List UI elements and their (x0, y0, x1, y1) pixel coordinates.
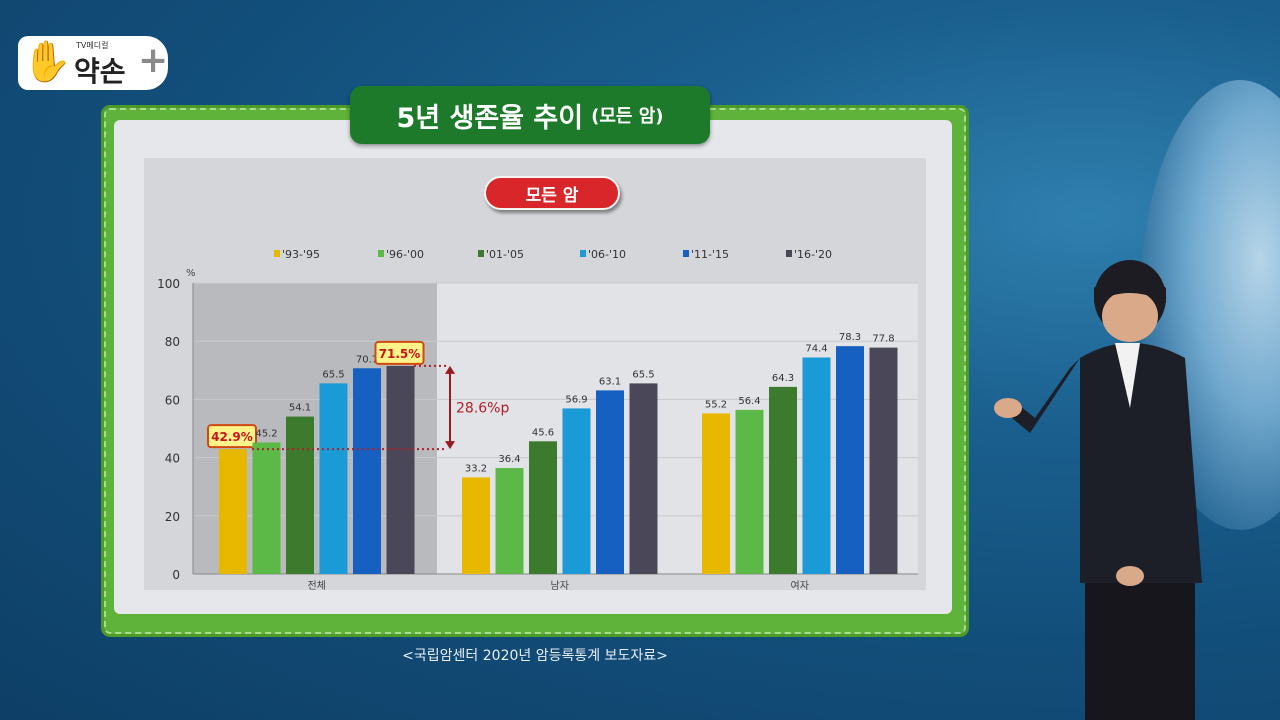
bar (386, 365, 415, 574)
data-label: 70.7 (356, 354, 378, 365)
data-label: 33.2 (465, 463, 487, 474)
bar (802, 357, 831, 574)
bar (596, 390, 624, 574)
data-label: 45.2 (255, 428, 277, 439)
page-title: 5년 생존율 추이 (모든 암) (350, 86, 710, 144)
legend-swatch (378, 250, 384, 257)
data-label: 65.5 (632, 369, 654, 380)
bar (529, 441, 557, 574)
legend-label: '06-'10 (588, 248, 626, 261)
legend-label: '96-'00 (386, 248, 424, 261)
data-label: 56.4 (738, 396, 760, 407)
bar (495, 468, 524, 574)
difference-annotation: 28.6%p (456, 401, 509, 417)
data-label: 56.9 (565, 394, 587, 405)
y-axis-unit: % (186, 268, 196, 279)
legend-label: '93-'95 (282, 248, 320, 261)
highlight-label-box (374, 340, 425, 365)
bar (735, 409, 764, 574)
y-tick-label: 0 (172, 568, 180, 582)
plus-icon: + (138, 40, 169, 81)
bar (353, 368, 381, 574)
y-tick-label: 20 (165, 510, 180, 524)
data-label: 45.6 (532, 427, 554, 438)
bar (702, 413, 730, 574)
presenter (994, 260, 1202, 720)
legend-label: '16-'20 (794, 248, 832, 261)
x-category-label: 남자 (551, 580, 569, 592)
bar (836, 346, 864, 574)
data-label: 36.4 (498, 454, 520, 465)
data-label: 77.8 (872, 334, 894, 345)
logo-small-text: TV메디컬 (76, 41, 109, 50)
bar (629, 383, 658, 574)
highlight-label-box (207, 424, 257, 449)
legend-swatch (580, 250, 586, 257)
data-label: 64.3 (772, 373, 794, 384)
bar (769, 386, 797, 574)
highlight-data-label: 71.5% (379, 347, 421, 361)
bar (319, 383, 348, 574)
data-label: 78.3 (839, 332, 861, 343)
data-label: 74.4 (805, 343, 827, 354)
y-tick-label: 100 (157, 277, 180, 291)
data-label: 54.1 (289, 403, 311, 414)
bar (219, 449, 247, 574)
data-label: 55.2 (705, 399, 727, 410)
x-category-label: 전체 (308, 580, 326, 592)
category-badge: 모든 암 (484, 176, 620, 210)
data-label: 65.5 (322, 369, 344, 380)
bar (252, 442, 281, 574)
x-category-label: 여자 (791, 580, 809, 592)
legend-label: '01-'05 (486, 248, 524, 261)
logo-brand-text: 약손 (74, 55, 126, 88)
y-tick-label: 80 (165, 335, 180, 349)
bar (286, 416, 314, 574)
y-tick-label: 60 (165, 393, 180, 407)
highlight-data-label: 42.9% (211, 430, 253, 444)
legend-swatch (683, 250, 689, 257)
hand-icon: ✋ (22, 39, 72, 85)
legend-swatch (274, 250, 280, 257)
bar (869, 347, 898, 574)
y-tick-label: 40 (165, 452, 180, 466)
channel-logo: ✋ TV메디컬 약손 + (18, 36, 168, 90)
legend-swatch (478, 250, 484, 257)
title-sub: (모든 암) (591, 106, 664, 127)
bar (462, 477, 490, 574)
legend-swatch (786, 250, 792, 257)
bar (562, 408, 591, 574)
source-caption: <국립암센터 2020년 암등록통계 보도자료> (402, 648, 668, 664)
legend-label: '11-'15 (691, 248, 729, 261)
data-label: 63.1 (599, 376, 621, 387)
title-main: 5년 생존율 추이 (396, 102, 584, 134)
